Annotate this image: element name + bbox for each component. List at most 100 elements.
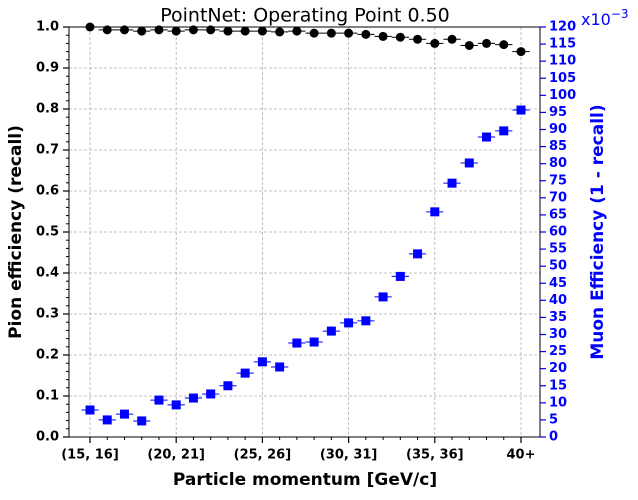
- marker: [85, 22, 95, 32]
- y-axis-label: Pion efficiency (recall): [6, 125, 26, 339]
- x-tick-label: (35, 36]: [406, 448, 464, 463]
- marker: [516, 105, 526, 115]
- x-tick-label: (15, 16]: [61, 448, 119, 463]
- y2-tick-label: 80: [549, 156, 567, 171]
- y2-tick-label: 70: [549, 190, 567, 205]
- y-tick-label: 0.3: [36, 307, 59, 322]
- marker: [257, 26, 267, 36]
- y2-tick-label: 55: [549, 242, 567, 257]
- marker: [154, 395, 164, 405]
- y2-tick-label: 50: [549, 259, 567, 274]
- marker: [292, 338, 302, 348]
- y-tick-label: 0.1: [36, 389, 59, 404]
- chart-title: PointNet: Operating Point 0.50: [160, 5, 450, 27]
- y-tick-label: 1.0: [36, 20, 59, 35]
- y2-tick-label: 15: [549, 378, 567, 393]
- marker: [119, 25, 129, 35]
- marker: [292, 26, 302, 36]
- y2-offset-base: x10: [581, 10, 611, 29]
- marker: [395, 271, 405, 281]
- plot-frame: [68, 26, 541, 438]
- marker: [326, 28, 336, 38]
- y-tick-label: 0.4: [36, 266, 59, 281]
- marker: [361, 316, 371, 326]
- y2-tick-label: 40: [549, 293, 567, 308]
- marker: [499, 126, 509, 136]
- marker: [516, 47, 526, 57]
- marker: [240, 26, 250, 36]
- y2-tick-label: 60: [549, 225, 567, 240]
- marker: [378, 292, 388, 302]
- y2-tick-label: 110: [549, 54, 576, 69]
- marker: [240, 368, 250, 378]
- y2-tick-label: 95: [549, 105, 567, 120]
- marker: [188, 25, 198, 35]
- marker: [188, 393, 198, 403]
- y2-tick-label: 35: [549, 310, 567, 325]
- marker: [102, 25, 112, 35]
- marker: [309, 28, 319, 38]
- y-tick-label: 0.8: [36, 102, 59, 117]
- marker: [413, 249, 423, 259]
- y-tick-label: 0.0: [36, 430, 59, 445]
- y2-tick-label: 20: [549, 361, 567, 376]
- marker: [361, 29, 371, 39]
- y-tick-label: 0.9: [36, 61, 59, 76]
- y2-tick-label: 10: [549, 395, 567, 410]
- y2-tick-label: 75: [549, 173, 567, 188]
- marker: [85, 405, 95, 415]
- marker: [206, 25, 216, 35]
- marker: [206, 389, 216, 399]
- y2-tick-label: 45: [549, 276, 567, 291]
- y2-tick-label: 65: [549, 207, 567, 222]
- marker: [395, 32, 405, 42]
- y2-offset-exponent: −3: [611, 7, 629, 21]
- marker: [482, 38, 492, 48]
- y2-tick-label: 90: [549, 122, 567, 137]
- marker: [499, 40, 509, 50]
- marker: [464, 40, 474, 50]
- y2-tick-label: 25: [549, 344, 567, 359]
- y2-tick-label: 0: [549, 430, 558, 445]
- marker: [275, 27, 285, 37]
- y-tick-label: 0.7: [36, 143, 59, 158]
- y-tick-label: 0.6: [36, 184, 59, 199]
- marker: [223, 381, 233, 391]
- marker: [430, 38, 440, 48]
- y2-tick-label: 115: [549, 37, 576, 52]
- x-tick-label: 40+: [507, 448, 536, 463]
- x-tick-label: (25, 26]: [234, 448, 292, 463]
- x-tick-label: (20, 21]: [147, 448, 205, 463]
- marker: [326, 326, 336, 336]
- marker: [119, 409, 129, 419]
- y2-tick-label: 5: [549, 412, 558, 427]
- marker: [482, 132, 492, 142]
- x-tick-label: (30, 31]: [320, 448, 378, 463]
- marker: [137, 26, 147, 36]
- y2-tick-label: 105: [549, 71, 576, 86]
- y2-offset: x10−3: [581, 7, 629, 29]
- marker: [430, 207, 440, 217]
- marker: [102, 415, 112, 425]
- y2-tick-label: 100: [549, 88, 576, 103]
- marker: [413, 34, 423, 44]
- y2-tick-label: 120: [549, 20, 576, 35]
- y2-tick-label: 30: [549, 327, 567, 342]
- y2-axis-label: Muon Efficiency (1 - recall): [588, 104, 608, 359]
- marker: [223, 26, 233, 36]
- marker: [344, 318, 354, 328]
- marker: [257, 357, 267, 367]
- y-tick-label: 0.5: [36, 225, 59, 240]
- marker: [447, 178, 457, 188]
- x-axis-label: Particle momentum [GeV/c]: [173, 470, 437, 490]
- marker: [447, 34, 457, 44]
- marker: [154, 25, 164, 35]
- marker: [464, 158, 474, 168]
- marker: [171, 400, 181, 410]
- marker: [309, 337, 319, 347]
- marker: [137, 416, 147, 426]
- y2-tick-label: 85: [549, 139, 567, 154]
- y-tick-label: 0.2: [36, 348, 59, 363]
- marker: [275, 362, 285, 372]
